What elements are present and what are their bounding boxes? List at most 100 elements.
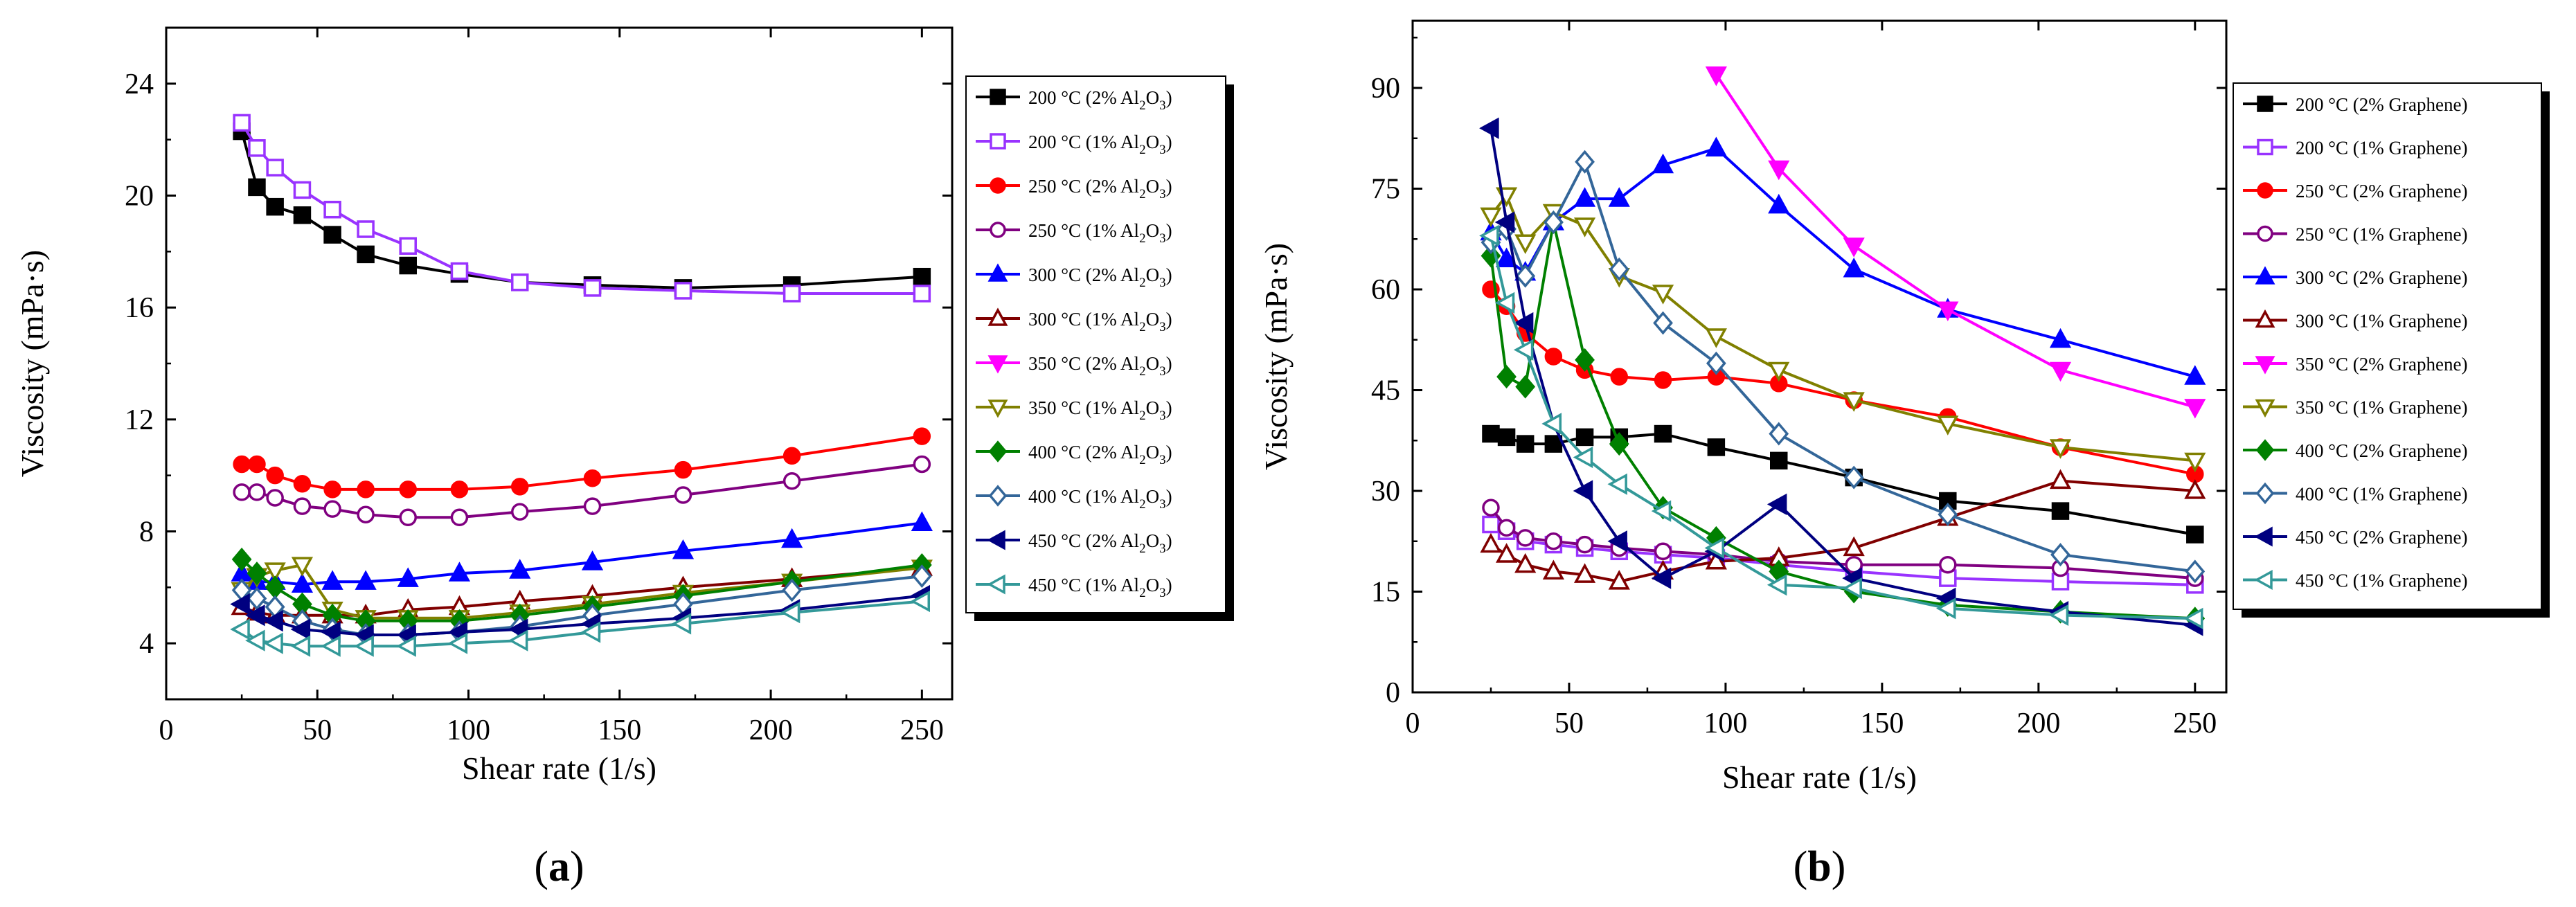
data-point-1 [399, 237, 417, 255]
data-point-7 [1843, 392, 1865, 412]
plot-frame [1411, 19, 2228, 694]
y-tick-label: 0 [1386, 677, 1400, 709]
data-point-9 [1609, 257, 1629, 281]
data-point-9 [1769, 422, 1789, 446]
series-line-2 [1490, 288, 2196, 476]
data-point-5 [1608, 570, 1630, 590]
data-point-4 [2049, 327, 2072, 348]
data-point-11 [263, 632, 283, 654]
legend-marker [2257, 96, 2273, 112]
data-point-1 [511, 273, 529, 291]
data-point-1 [674, 282, 692, 300]
data-point-11 [2183, 607, 2203, 629]
data-point-11 [508, 629, 528, 652]
data-point-6 [2049, 361, 2072, 382]
data-point-8 [231, 547, 252, 571]
data-point-2 [511, 478, 529, 496]
data-point-3 [450, 508, 469, 527]
x-tick-label: 100 [1703, 708, 1747, 739]
data-point-0 [1497, 428, 1516, 447]
x-tick-label: 250 [900, 715, 944, 746]
data-point-3 [1516, 529, 1535, 547]
y-tick-label: 15 [1371, 577, 1400, 609]
y-tick-label: 90 [1371, 73, 1400, 105]
data-point-11 [290, 635, 311, 657]
data-point-0 [1544, 435, 1563, 453]
data-point-6 [1937, 301, 1959, 321]
legend-marker [2255, 399, 2275, 418]
data-point-4 [355, 570, 377, 590]
legend-label: 250 °C (1% Al2O3) [1028, 220, 1172, 246]
data-point-7 [1514, 234, 1537, 254]
legend-marker [2255, 482, 2275, 505]
data-point-0 [357, 245, 375, 264]
series-line-0 [240, 130, 922, 289]
x-axis-label: Shear rate (1/s) [1722, 760, 1917, 795]
data-point-1 [323, 200, 341, 219]
data-point-1 [583, 279, 602, 297]
data-point-0 [1482, 424, 1500, 443]
data-point-2 [583, 469, 602, 487]
data-point-5 [1573, 563, 1596, 583]
data-point-4 [1705, 136, 1727, 156]
data-point-9 [1543, 210, 1564, 235]
panel-b: 0 50 100 150 200 250 0 15 30 45 60 75 90 Shear rate (… [1258, 19, 2550, 890]
data-point-0 [399, 256, 417, 275]
legend-label: 450 °C (1% Graphene) [2296, 571, 2467, 591]
x-tick-label: 150 [1860, 708, 1904, 739]
data-point-7 [2049, 439, 2072, 459]
data-point-11 [671, 613, 692, 635]
data-point-6 [1768, 160, 1790, 181]
data-point-11 [1935, 598, 1956, 620]
x-tick-label: 150 [598, 715, 641, 746]
data-point-9 [1515, 264, 1536, 288]
data-point-11 [1766, 574, 1787, 596]
legend-label: 350 °C (2% Graphene) [2296, 354, 2467, 375]
data-point-9 [2050, 543, 2070, 567]
data-point-11 [2048, 604, 2069, 627]
data-point-4 [781, 528, 803, 548]
data-point-2 [248, 455, 266, 474]
data-point-2 [913, 427, 931, 445]
legend-marker [987, 307, 1008, 326]
data-point-7 [1652, 285, 1674, 305]
legend-label: 200 °C (1% Al2O3) [1028, 132, 1172, 157]
legend-marker [987, 574, 1005, 595]
data-point-3 [782, 472, 801, 490]
data-point-11 [354, 635, 374, 657]
series-line-11 [1490, 235, 2195, 620]
data-point-2 [1544, 348, 1563, 366]
data-point-7 [291, 557, 314, 577]
legend-marker [987, 263, 1008, 282]
x-tick-label: 200 [749, 715, 793, 746]
data-point-11 [580, 621, 601, 643]
data-point-0 [1575, 428, 1594, 447]
y-tick-label: 30 [1371, 476, 1400, 508]
data-point-11 [1704, 537, 1725, 559]
data-point-11 [1651, 500, 1672, 522]
data-point-9 [2185, 559, 2206, 584]
data-point-1 [357, 220, 375, 238]
x-tick-label: 250 [2173, 708, 2217, 739]
legend-label: 400 °C (1% Graphene) [2296, 484, 2467, 505]
data-point-0 [293, 206, 312, 224]
data-point-3 [266, 489, 284, 507]
x-tick-label: 50 [303, 715, 332, 746]
data-point-1 [1482, 515, 1500, 534]
data-point-4 [448, 562, 471, 582]
data-point-11 [447, 632, 468, 654]
data-point-11 [396, 635, 416, 657]
data-point-3 [1544, 532, 1563, 550]
data-point-7 [264, 562, 286, 582]
series-line-1 [240, 122, 922, 295]
data-point-10 [1494, 211, 1515, 233]
data-point-3 [1497, 519, 1516, 537]
legend-label: 250 °C (2% Al2O3) [1028, 176, 1172, 201]
data-point-8 [1496, 365, 1517, 389]
data-point-2 [782, 447, 801, 465]
data-point-3 [913, 455, 931, 474]
data-point-10 [245, 604, 265, 627]
legend-label: 450 °C (2% Al2O3) [1028, 530, 1172, 556]
data-point-10 [1766, 493, 1787, 516]
data-point-11 [1541, 413, 1562, 435]
